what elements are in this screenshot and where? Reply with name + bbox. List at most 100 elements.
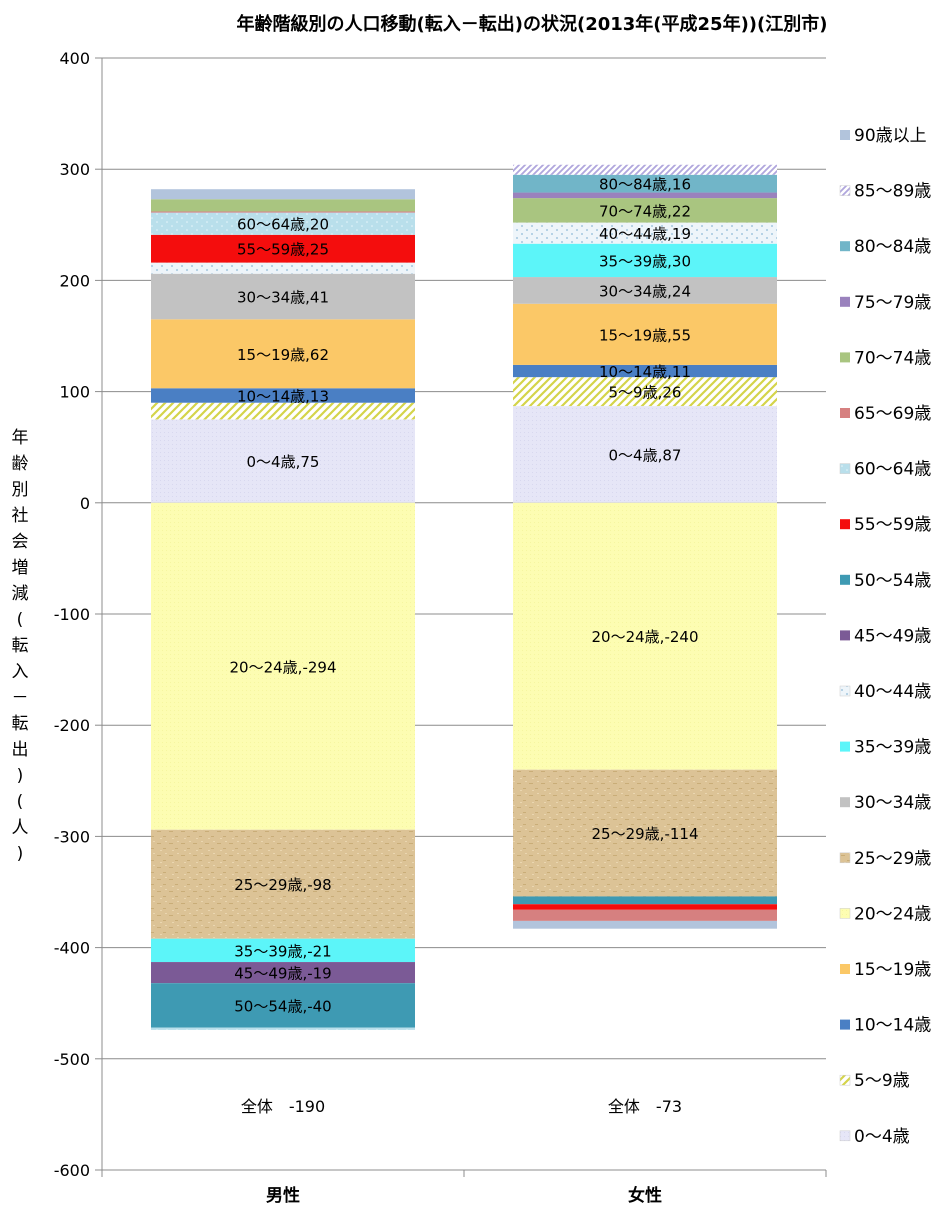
bar-segment-a35 [151,938,415,963]
bar-segment-a60 [151,212,415,235]
bar-segment-a15 [151,319,415,389]
data-label: 30～34歳,24 [599,282,691,300]
legend-label: 20～24歳 [854,904,931,924]
legend-label: 70～74歳 [854,348,931,368]
bar-segment-a00 [513,406,777,503]
legend-swatch-a90 [840,130,850,140]
data-label: 20～24歳,-294 [230,658,337,676]
y-tick-label: 100 [59,383,90,402]
legend-label: 10～14歳 [854,1016,931,1036]
y-axis-title-char: 別 [11,480,29,500]
bar-segment-a65 [513,909,777,921]
legend-label: 60～64歳 [854,460,931,480]
y-axis-title-char: ) [16,766,24,786]
legend-label: 90歳以上 [854,126,927,146]
bar-segment-a80 [513,174,777,193]
y-axis-title-char: 入 [11,662,29,682]
y-tick-label: -200 [54,716,90,735]
y-axis-title-char: － [11,688,29,708]
legend-swatch-a65 [840,408,850,418]
legend-swatch-a05 [839,1074,851,1086]
bar-segment-a30 [151,273,415,320]
legend-swatch-a35 [840,741,850,752]
legend-swatch-a70 [840,352,850,363]
bar-segment-a55 [151,234,415,263]
y-tick-label: 0 [80,494,90,513]
legend-swatch-a10 [840,1019,850,1030]
y-axis-title-char: ) [16,844,24,864]
data-label: 0～4歳,87 [609,446,682,464]
y-axis-title-char: 出 [11,740,29,760]
legend-label: 45～49歳 [854,626,931,646]
bar-segment-a55 [513,904,777,910]
total-label: 全体 -190 [241,1097,325,1116]
bar-segment-a25 [513,769,777,897]
bar-segment-a50 [151,983,415,1028]
bar-segment-a60 [151,1027,415,1030]
legend-swatch-a80 [840,241,850,252]
bar-segment-a70 [151,199,415,212]
bar-segment-a40 [151,262,415,274]
bar-segment-a90 [151,189,415,200]
legend-swatch-a85 [839,185,851,196]
data-label: 15～19歳,55 [599,326,691,344]
legend-label: 55～59歳 [854,515,931,535]
y-tick-label: 300 [59,160,90,179]
bars [151,164,777,1030]
bar-segment-a15 [513,303,777,365]
data-label: 50～54歳,-40 [234,997,331,1015]
y-tick-label: 400 [59,49,90,68]
bar-segment-a05 [513,377,777,407]
legend-swatch-a20 [839,908,851,919]
data-label: 70～74歳,22 [599,202,691,220]
y-axis-title-char: ( [16,610,24,630]
legend-label: 85～89歳 [854,182,931,202]
legend: 90歳以上 85～89歳 80～84歳 75～79歳 70～74歳 65～69歳 60～64… [839,126,931,1147]
total-label: 全体 -73 [608,1097,682,1116]
legend-label: 0～4歳 [854,1127,910,1147]
legend-label: 25～29歳 [854,849,931,869]
bar-segment-a20 [513,502,777,770]
bar-segment-a90 [513,920,777,929]
data-label: 5～9歳,26 [609,384,682,402]
bar-segment-a25 [151,829,415,939]
y-axis: 400 300 200 100 0 -100 -200 -300 -400 -500 -600 男性 女… [54,49,827,1206]
y-axis-title-char: 減 [11,584,29,604]
legend-swatch-a55 [840,519,850,530]
legend-label: 35～39歳 [854,738,931,758]
bar-segment-a70 [513,198,777,223]
y-axis-title-char: 転 [11,636,29,656]
bar-segment-a00 [151,419,415,503]
data-label: 25～29歳,-98 [234,876,331,894]
legend-label: 75～79歳 [854,293,931,313]
y-tick-label: 200 [59,271,90,290]
data-label: 10～14歳,11 [599,363,691,381]
data-label: 35～39歳,30 [599,252,691,270]
y-axis-title-char: 増 [11,558,29,578]
bar-segment-a05 [151,402,415,420]
y-axis-title-char: 年 [11,428,29,448]
y-axis-title-char: 会 [11,532,29,552]
legend-label: 30～34歳 [854,793,931,813]
data-label: 55～59歳,25 [237,241,329,259]
bar-segment-a50 [513,896,777,905]
data-label: 60～64歳,20 [237,216,329,234]
legend-label: 5～9歳 [854,1071,910,1091]
data-label: 10～14歳,13 [237,387,329,405]
y-tick-label: -400 [54,939,90,958]
legend-swatch-a40 [839,685,851,697]
y-axis-title-char: 社 [11,506,29,526]
bar-segment-a85 [513,164,777,175]
data-label: 40～44歳,19 [599,225,691,243]
bar-segment-a65 [151,211,415,213]
bar-segment-a40 [513,222,777,244]
y-tick-label: -500 [54,1050,90,1069]
data-label: 80～84歳,16 [599,176,691,194]
legend-swatch-a60 [839,463,851,474]
x-tick-label: 女性 [628,1185,662,1206]
legend-label: 80～84歳 [854,237,931,257]
y-tick-label: -300 [54,827,90,846]
x-tick-label: 男性 [266,1185,300,1206]
y-tick-label: -600 [54,1161,90,1180]
